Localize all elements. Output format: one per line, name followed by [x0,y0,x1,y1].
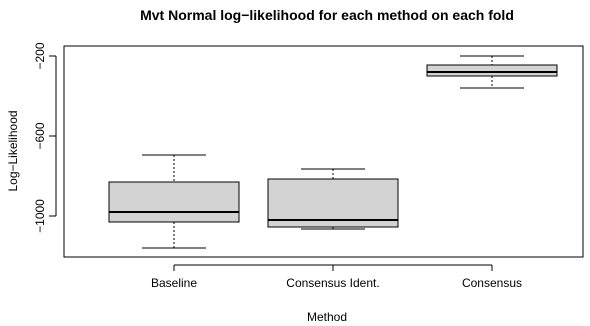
x-tick-label: Consensus [462,276,522,290]
boxes [108,55,558,249]
box-iqr [426,64,558,77]
box-iqr [108,181,240,223]
y-tick-label: −600 [33,122,47,149]
y-tick-label: −1000 [33,199,47,233]
x-axis: Baseline Consensus Ident. Consensus [151,264,522,290]
plot-frame [63,45,584,258]
y-axis: −200 −600 −1000 [33,42,57,233]
x-tick-label: Baseline [151,276,197,290]
y-axis-label: Log−Likelihood [6,110,20,191]
chart-title: Mvt Normal log−likelihood for each metho… [140,7,514,23]
y-tick-label: −200 [33,42,47,69]
x-axis-label: Method [307,310,347,324]
x-tick-label: Consensus Ident. [286,276,379,290]
